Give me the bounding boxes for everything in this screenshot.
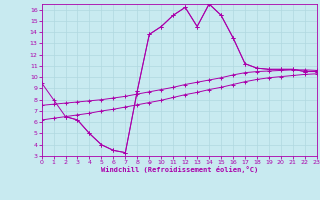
X-axis label: Windchill (Refroidissement éolien,°C): Windchill (Refroidissement éolien,°C) bbox=[100, 166, 258, 173]
